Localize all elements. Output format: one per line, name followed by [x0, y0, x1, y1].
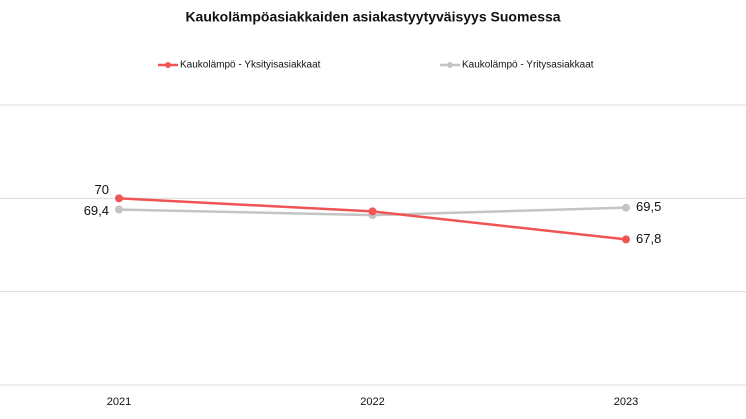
point: [368, 207, 377, 216]
x-tick-label: 2022: [360, 396, 384, 408]
point: [115, 194, 123, 203]
legend-label: Kaukolämpö - Yritysasiakkaat: [462, 60, 594, 71]
chart-title: Kaukolämpöasiakkaiden asiakastyytyväisyy…: [185, 9, 560, 25]
point: [622, 235, 630, 244]
point: [622, 203, 630, 212]
x-tick-label: 2021: [107, 396, 131, 408]
point: [115, 205, 123, 214]
data-label: 70: [95, 182, 109, 197]
x-tick-label: 2023: [614, 396, 638, 408]
legend-marker: [447, 62, 453, 68]
data-label: 69,5: [636, 199, 661, 214]
data-label: 67,8: [636, 231, 661, 246]
data-label: 69,4: [84, 203, 109, 218]
legend-label: Kaukolämpö - Yksityisasiakkaat: [180, 60, 321, 71]
legend-marker: [165, 62, 171, 68]
